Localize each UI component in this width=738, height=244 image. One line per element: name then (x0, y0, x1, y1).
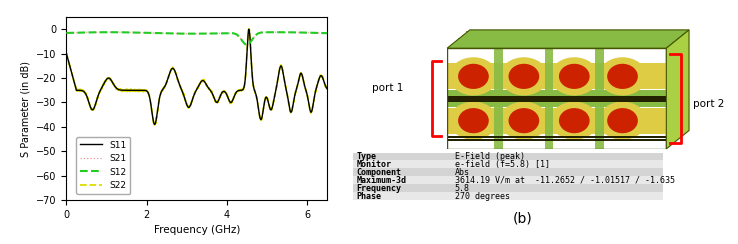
Text: Monitor: Monitor (356, 160, 391, 169)
Text: 270 degrees: 270 degrees (455, 192, 510, 201)
Y-axis label: S Parameter (in dB): S Parameter (in dB) (21, 61, 31, 157)
Text: (b): (b) (513, 211, 533, 225)
Bar (353, 168, 663, 176)
Legend: S11, S21, S12, S22: S11, S21, S12, S22 (76, 137, 131, 194)
Bar (353, 192, 663, 200)
Text: E-Field (peak): E-Field (peak) (455, 152, 525, 161)
Text: port 2: port 2 (693, 99, 724, 109)
Bar (353, 152, 663, 161)
Text: port 1: port 1 (371, 83, 403, 93)
Bar (466, 31, 686, 33)
Bar (353, 161, 663, 168)
Bar (462, 34, 681, 36)
Text: Abs: Abs (455, 168, 469, 177)
Text: Component: Component (356, 168, 401, 177)
Polygon shape (447, 30, 689, 48)
Bar (353, 176, 663, 184)
Text: 5.8: 5.8 (455, 184, 469, 193)
Text: 3614.19 V/m at  -11.2652 / -1.01517 / -1.635: 3614.19 V/m at -11.2652 / -1.01517 / -1.… (455, 176, 675, 185)
Text: Type: Type (356, 152, 376, 161)
X-axis label: Frequency (GHz): Frequency (GHz) (154, 225, 240, 235)
Bar (353, 184, 663, 192)
Bar (455, 41, 674, 42)
Bar (458, 38, 677, 39)
Text: e-field (f=5.8) [1]: e-field (f=5.8) [1] (455, 160, 550, 169)
Text: Maximum-3d: Maximum-3d (356, 176, 407, 185)
Bar (451, 44, 670, 45)
Polygon shape (666, 30, 689, 149)
Text: Frequency: Frequency (356, 184, 401, 193)
Text: Phase: Phase (356, 192, 382, 201)
